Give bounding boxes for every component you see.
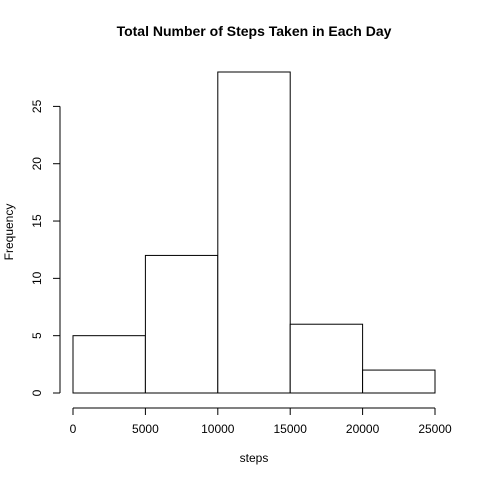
y-tick-label-3: 15 <box>30 214 44 228</box>
x-axis: 0 5000 10000 15000 20000 25000 <box>70 407 452 436</box>
histogram-bar-4 <box>362 369 436 394</box>
y-axis: 0 5 10 15 20 25 <box>30 99 61 396</box>
histogram-bar-0 <box>72 335 146 394</box>
histogram-bar-2 <box>217 71 291 394</box>
x-tick-label-0: 0 <box>70 422 77 436</box>
chart-title: Total Number of Steps Taken in Each Day <box>117 23 392 39</box>
bars-group <box>72 71 436 394</box>
y-tick-label-1: 5 <box>30 332 44 339</box>
x-tick-label-4: 20000 <box>346 422 380 436</box>
x-tick-label-2: 10000 <box>201 422 235 436</box>
x-tick-label-1: 5000 <box>132 422 159 436</box>
x-tick-label-3: 15000 <box>274 422 308 436</box>
y-axis-label: Frequency <box>2 204 16 261</box>
y-tick-label-2: 10 <box>30 271 44 285</box>
histogram-bar-1 <box>144 254 219 394</box>
y-tick-label-4: 20 <box>30 157 44 171</box>
y-tick-label-5: 25 <box>30 99 44 113</box>
x-axis-label: steps <box>240 451 269 465</box>
y-tick-label-0: 0 <box>30 389 44 396</box>
histogram-bar-3 <box>289 323 364 394</box>
x-tick-label-5: 25000 <box>418 422 452 436</box>
